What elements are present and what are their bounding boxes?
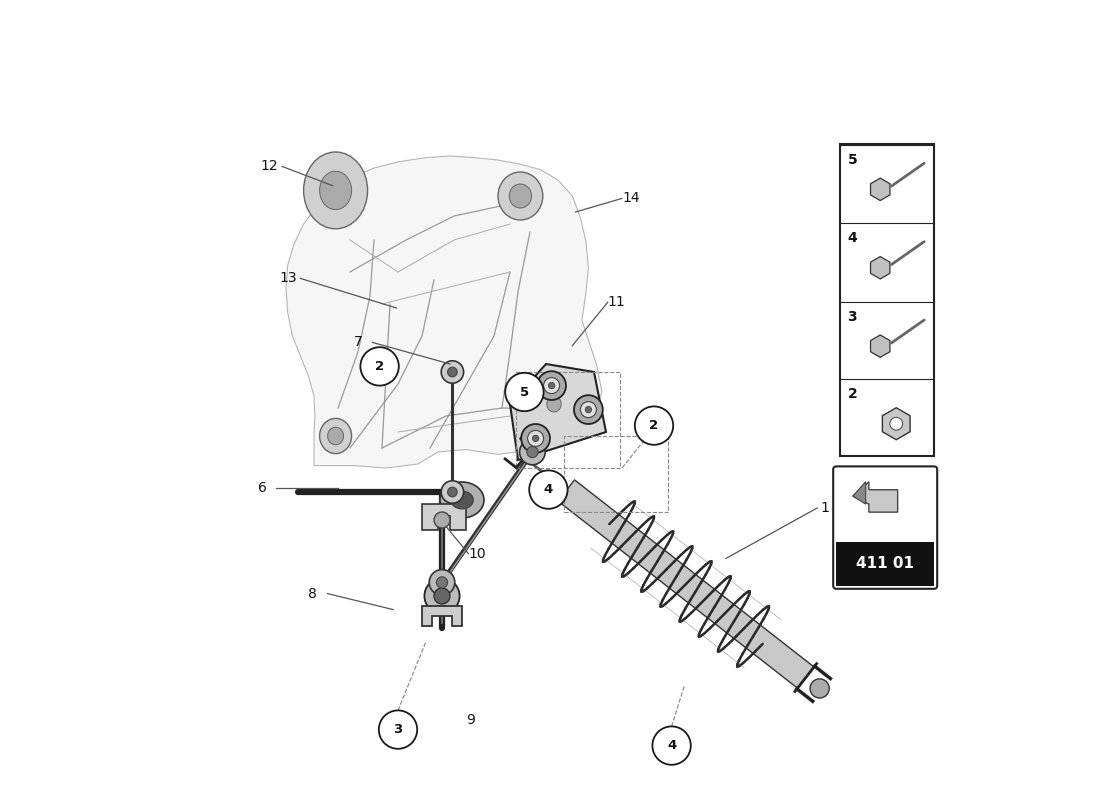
Text: 3: 3 — [848, 310, 857, 323]
Circle shape — [890, 418, 903, 430]
Circle shape — [505, 373, 543, 411]
Circle shape — [448, 367, 458, 377]
Text: 2: 2 — [375, 360, 384, 373]
Text: 5: 5 — [520, 386, 529, 398]
Text: 12: 12 — [261, 159, 278, 174]
Polygon shape — [286, 156, 602, 468]
Text: 4: 4 — [543, 483, 553, 496]
Circle shape — [810, 679, 829, 698]
FancyBboxPatch shape — [833, 466, 937, 589]
Text: 7: 7 — [354, 335, 363, 350]
Ellipse shape — [320, 171, 352, 210]
Polygon shape — [870, 257, 890, 279]
Text: 8: 8 — [308, 586, 317, 601]
Circle shape — [537, 371, 566, 400]
Circle shape — [437, 577, 448, 588]
Ellipse shape — [304, 152, 367, 229]
Polygon shape — [852, 482, 866, 504]
Polygon shape — [882, 408, 910, 440]
Text: 11: 11 — [607, 295, 625, 310]
Circle shape — [441, 481, 463, 503]
Circle shape — [434, 588, 450, 604]
Bar — [839, 144, 934, 456]
Polygon shape — [422, 606, 462, 626]
Polygon shape — [870, 335, 890, 358]
Circle shape — [528, 430, 543, 446]
Polygon shape — [852, 482, 898, 512]
Circle shape — [543, 378, 560, 394]
Text: 14: 14 — [621, 191, 639, 206]
Polygon shape — [870, 178, 890, 201]
Ellipse shape — [440, 482, 484, 518]
Ellipse shape — [540, 388, 569, 420]
Circle shape — [519, 439, 546, 465]
Polygon shape — [510, 364, 606, 460]
Circle shape — [532, 435, 539, 442]
Text: 9: 9 — [466, 713, 475, 727]
Text: 2: 2 — [848, 387, 857, 402]
Circle shape — [521, 424, 550, 453]
Circle shape — [429, 570, 454, 595]
Text: 4: 4 — [667, 739, 676, 752]
Circle shape — [361, 347, 399, 386]
Circle shape — [448, 487, 458, 497]
Ellipse shape — [328, 427, 343, 445]
Circle shape — [529, 470, 568, 509]
Polygon shape — [558, 480, 814, 688]
Circle shape — [652, 726, 691, 765]
Circle shape — [635, 406, 673, 445]
Bar — [516, 372, 620, 468]
Ellipse shape — [547, 396, 561, 412]
Ellipse shape — [498, 172, 542, 220]
Text: 1: 1 — [821, 501, 829, 515]
Ellipse shape — [509, 184, 531, 208]
Text: 13: 13 — [279, 271, 297, 286]
Text: 411 01: 411 01 — [856, 556, 914, 571]
Circle shape — [581, 402, 596, 418]
Circle shape — [378, 710, 417, 749]
Circle shape — [441, 361, 463, 383]
Text: 6: 6 — [258, 481, 267, 495]
Text: 3: 3 — [394, 723, 403, 736]
Text: 10: 10 — [469, 546, 486, 561]
Circle shape — [585, 406, 592, 413]
Ellipse shape — [320, 418, 352, 454]
Circle shape — [549, 382, 554, 389]
Bar — [564, 436, 669, 512]
Circle shape — [574, 395, 603, 424]
Circle shape — [434, 512, 450, 528]
Circle shape — [425, 578, 460, 614]
Ellipse shape — [451, 491, 473, 509]
Text: 2: 2 — [649, 419, 659, 432]
Circle shape — [527, 446, 538, 458]
Polygon shape — [422, 504, 466, 530]
Text: 4: 4 — [848, 231, 857, 245]
Text: 5: 5 — [848, 153, 857, 167]
Bar — [836, 542, 934, 586]
